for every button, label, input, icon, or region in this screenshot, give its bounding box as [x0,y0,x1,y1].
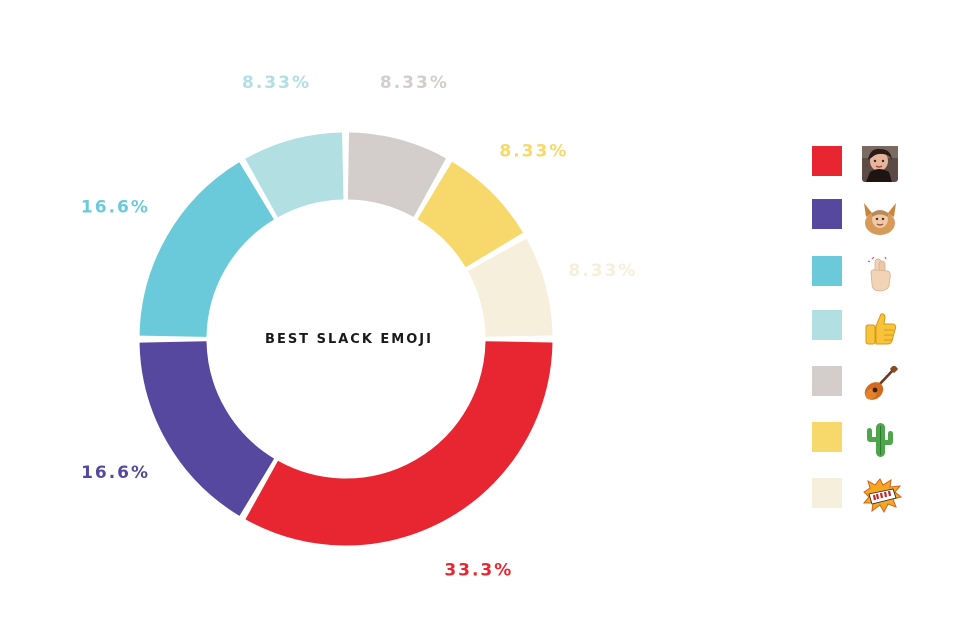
legend-swatch [812,366,842,396]
percent-label-thumbs-up: 8.33% [242,73,311,93]
legend-swatch [812,422,842,452]
legend-swatch [812,478,842,508]
dog-photo-icon [862,199,898,235]
donut-slice-person-photo [245,341,553,546]
donut-slice-boom [468,238,553,337]
donut-slice-guitar [347,132,446,217]
cactus-icon [862,422,898,458]
percent-label-person-photo: 33.3% [444,560,513,580]
donut-slice-fingers-crossed [139,162,274,337]
percent-label-fingers-crossed: 16.6% [81,197,150,217]
thumbs-up-icon [862,310,898,346]
legend-item-boom: boom [812,478,922,514]
guitar-icon [862,366,898,402]
boom-icon [862,478,902,514]
donut-slice-cactus [417,161,523,268]
legend-item-cactus: cactus [812,422,922,457]
legend-item-guitar: guitar [812,366,922,400]
donut-slice-dog-photo [139,341,274,516]
percent-labels: 33.3% 16.6% 16.6% 8.33% 8.33% 8.33% 8.33% [81,73,637,581]
donut-slices [139,132,553,546]
legend-swatch [812,146,842,176]
legend-item-fingers-crossed: fingers-crossed [812,256,922,292]
percent-label-dog-photo: 16.6% [81,463,150,483]
legend-item-person-photo: person-photo [812,146,922,182]
percent-label-boom: 8.33% [568,261,637,281]
percent-label-guitar: 8.33% [380,73,449,93]
legend-swatch [812,256,842,286]
legend-swatch [812,199,842,229]
chart-title: BEST SLACK EMOJI [265,332,433,347]
person-photo-icon [862,146,898,182]
legend-item-thumbs-up: thumbs-up [812,310,922,345]
legend-swatch [812,310,842,340]
percent-label-cactus: 8.33% [499,142,568,162]
legend-item-dog-photo: dog-photo [812,199,922,235]
fingers-crossed-icon [862,256,898,292]
donut-slice-thumbs-up [245,132,344,218]
